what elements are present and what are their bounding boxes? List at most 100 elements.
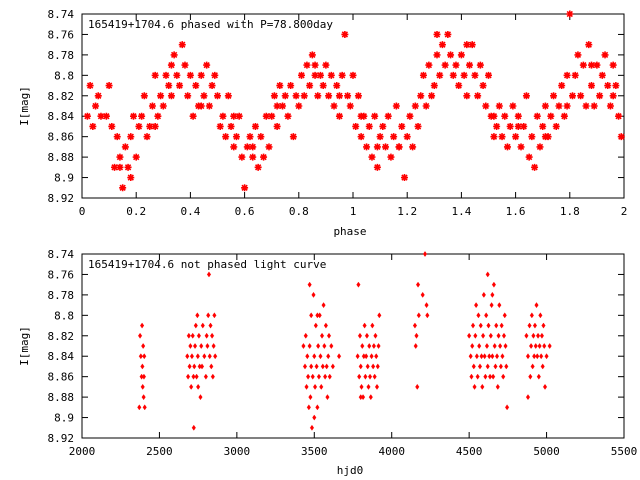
data-point [529,343,534,349]
data-point [320,363,325,370]
data-point [205,102,213,110]
data-point [491,373,496,380]
data-point [181,61,189,69]
data-point [193,322,198,329]
data-point [540,363,545,370]
data-point [475,373,480,380]
data-point [398,122,406,130]
data-point [490,133,498,141]
data-point [358,363,363,370]
unphased-data-points [137,251,552,431]
unphased-x-axis-label: hjd0 [337,464,364,477]
data-point [606,102,614,110]
data-point [167,61,175,69]
data-point [325,394,330,401]
data-point [304,383,309,390]
data-point [281,92,289,100]
data-point [617,133,625,141]
phased-x-tick-label: 2 [621,205,628,218]
data-point [196,332,201,339]
data-point [490,353,495,360]
data-point [135,122,143,130]
unphased-x-tick-label: 2000 [69,445,96,458]
data-point [609,61,617,69]
phased-y-tick-label: 8.74 [48,8,75,21]
data-point [209,363,214,370]
data-point [371,343,376,349]
data-point [284,112,292,120]
data-point [415,281,421,288]
data-point [379,122,387,130]
data-point [219,112,227,120]
data-point [151,122,159,130]
data-point [468,41,476,49]
data-point [203,61,211,69]
data-point [371,363,376,370]
data-point [357,112,365,120]
data-point [550,92,558,100]
data-point [455,82,463,90]
phased-y-tick-label: 8.84 [48,110,75,123]
data-point [536,332,541,339]
data-point [287,82,295,90]
phased-data-points [83,10,625,192]
data-point [309,424,315,431]
phased-y-tick-label: 8.92 [48,192,75,205]
data-point [208,82,216,90]
data-point [197,71,205,79]
data-point [481,332,486,339]
data-point [356,281,361,288]
data-point [596,92,604,100]
data-point [395,143,403,151]
data-point [268,112,276,120]
data-point [200,92,208,100]
data-point [176,82,184,90]
data-point [471,363,476,370]
data-point [346,102,354,110]
data-point [612,82,620,90]
data-point [303,332,308,339]
data-point [192,363,197,370]
data-point [366,383,371,390]
data-point [373,332,378,339]
data-point [552,122,560,130]
data-point [357,133,365,141]
phased-x-axis-label: phase [333,225,366,238]
data-point [212,312,217,319]
data-point [105,82,113,90]
data-point [198,394,203,401]
data-point [306,82,314,90]
data-point [542,383,548,390]
data-point [195,353,200,360]
data-point [309,363,314,370]
data-point [372,373,377,380]
data-point [146,122,154,130]
data-point [363,143,371,151]
data-point [488,373,493,380]
unphased-x-tick-label: 4000 [378,445,405,458]
data-point [322,61,330,69]
data-point [481,291,486,298]
data-point [330,102,338,110]
data-point [474,353,479,360]
data-point [319,332,325,339]
data-point [373,163,381,171]
data-point [416,312,421,319]
data-point [479,353,484,360]
data-point [157,92,165,100]
data-point [151,71,159,79]
data-point [326,353,331,360]
data-point [387,153,395,161]
data-point [466,61,474,69]
data-point [587,61,595,69]
data-point [210,373,215,380]
data-point [315,404,320,411]
data-point [539,332,544,339]
data-point [207,353,212,360]
data-point [203,373,208,380]
data-point [132,153,140,161]
data-point [316,71,324,79]
data-point [307,281,312,288]
data-point [452,61,460,69]
data-point [305,353,310,360]
